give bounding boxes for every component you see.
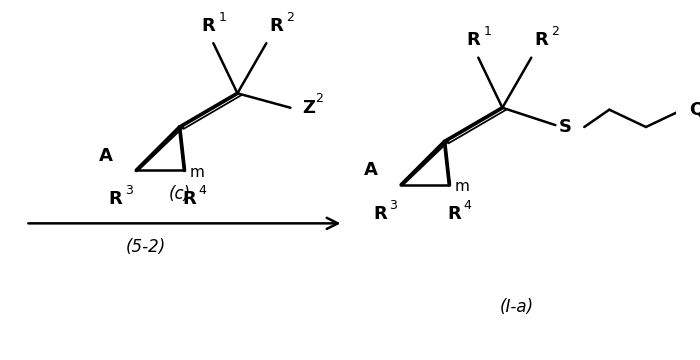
Text: 1: 1 [219, 11, 227, 24]
Text: 1: 1 [484, 25, 492, 38]
Text: R: R [269, 17, 283, 35]
Text: R: R [108, 190, 122, 208]
Text: A: A [99, 147, 113, 165]
Text: 2: 2 [552, 25, 559, 38]
Text: 3: 3 [390, 199, 398, 212]
Text: Z: Z [302, 99, 315, 117]
Text: (5-2): (5-2) [126, 238, 166, 256]
Text: R: R [534, 31, 548, 49]
Text: (c): (c) [169, 185, 190, 203]
Text: (I-a): (I-a) [500, 298, 534, 316]
Text: 4: 4 [464, 199, 472, 212]
Text: Q: Q [690, 101, 700, 119]
Text: R: R [202, 17, 216, 35]
Text: 4: 4 [199, 184, 206, 197]
Text: R: R [467, 31, 480, 49]
Text: A: A [363, 161, 377, 179]
Text: R: R [447, 205, 461, 223]
Text: 3: 3 [125, 184, 132, 197]
Text: R: R [373, 205, 387, 223]
Text: 2: 2 [316, 91, 323, 105]
Text: 2: 2 [286, 11, 295, 24]
Text: m: m [454, 179, 470, 194]
Text: S: S [559, 118, 571, 136]
Text: m: m [190, 165, 204, 180]
Text: R: R [183, 190, 196, 208]
